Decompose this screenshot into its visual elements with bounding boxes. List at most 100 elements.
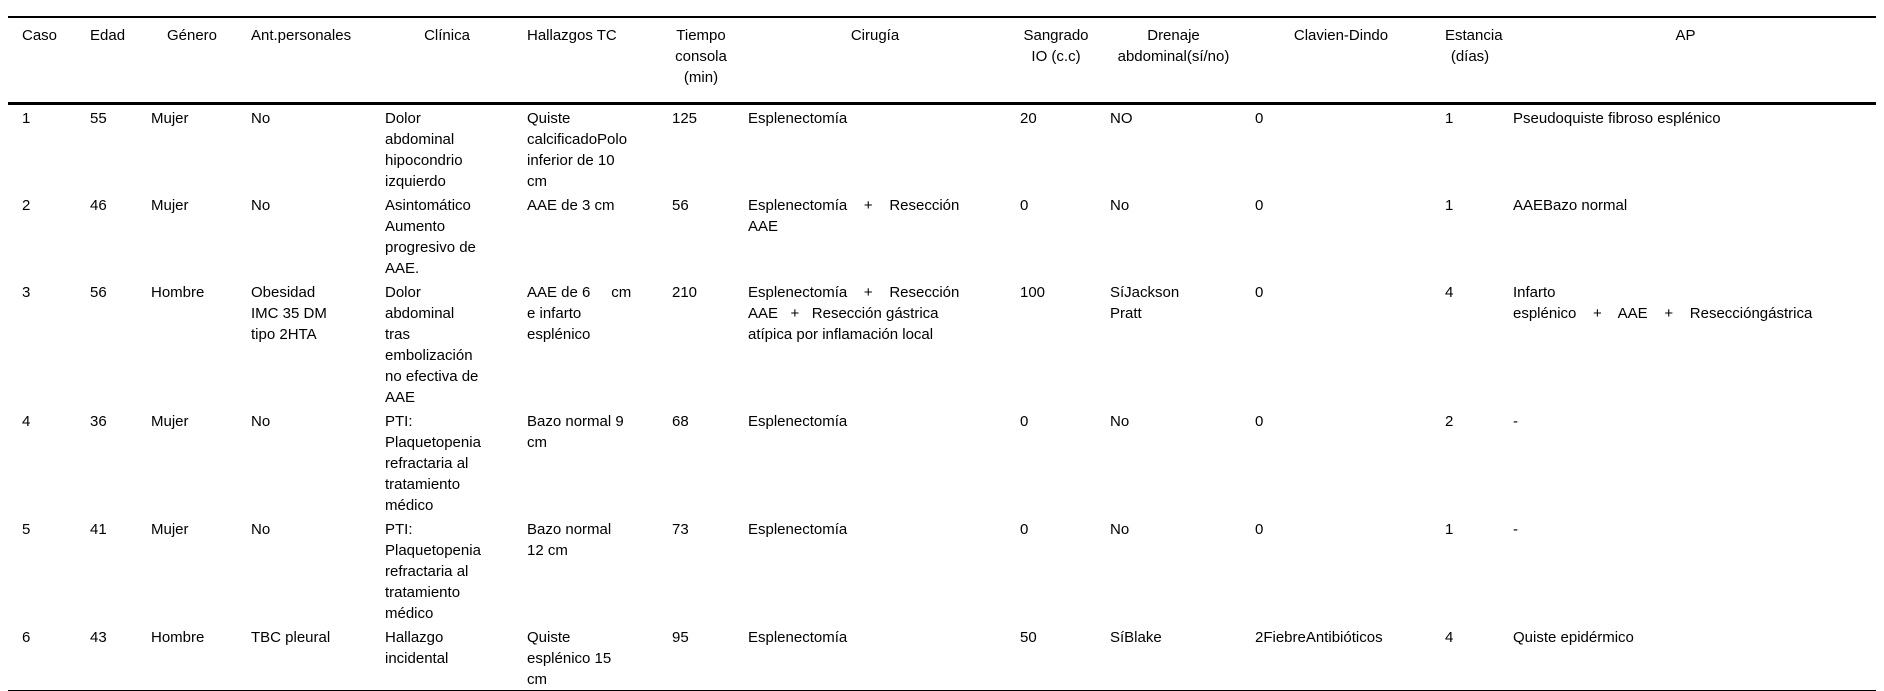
col-header-drenaje-abdominal: Drenaje abdominal(sí/no) xyxy=(1117,27,1230,65)
cell-ap: Infarto esplénico + AAE + Reseccióngástr… xyxy=(1513,284,1813,322)
cell-hallazgos-tc: Quiste esplénico 15 cm xyxy=(527,629,612,688)
cell-sangrado-io: 0 xyxy=(1020,197,1029,214)
cell-drenaje-abdominal: No xyxy=(1110,521,1130,538)
cell-sangrado-io: 0 xyxy=(1020,521,1029,538)
table-row: 2 46 Mujer No Asintomático Aumento progr… xyxy=(8,192,1876,279)
cell-drenaje-abdominal: NO xyxy=(1110,110,1133,127)
cell-edad: 43 xyxy=(90,629,107,646)
cell-genero: Hombre xyxy=(151,284,205,301)
cell-clavien-dindo: 0 xyxy=(1255,284,1264,301)
col-header-hallazgos-tc: Hallazgos TC xyxy=(527,27,617,44)
cell-clavien-dindo: 0 xyxy=(1255,197,1264,214)
cell-ant-personales: No xyxy=(251,197,271,214)
cell-ap: Quiste epidérmico xyxy=(1513,629,1634,646)
cell-cirugia: Esplenectomía + Resección AAE xyxy=(748,197,960,235)
table-row: 3 56 Hombre Obesidad IMC 35 DM tipo 2HTA… xyxy=(8,279,1876,408)
cell-ap: Pseudoquiste fibroso esplénico xyxy=(1513,110,1721,127)
cell-clavien-dindo: 2FiebreAntibióticos xyxy=(1255,629,1383,646)
cell-drenaje-abdominal: SíJackson Pratt xyxy=(1110,284,1180,322)
cell-clinica: Asintomático Aumento progresivo de AAE. xyxy=(385,197,476,277)
cell-genero: Mujer xyxy=(151,197,189,214)
cell-tiempo-consola: 68 xyxy=(672,413,689,430)
cell-genero: Hombre xyxy=(151,629,205,646)
cell-hallazgos-tc: AAE de 3 cm xyxy=(527,197,615,214)
cell-estancia: 1 xyxy=(1445,110,1454,127)
table-row: 1 55 Mujer No Dolor abdominal hipocondri… xyxy=(8,104,1876,193)
col-header-clavien-dindo: Clavien-Dindo xyxy=(1293,27,1389,44)
cell-estancia: 4 xyxy=(1445,284,1454,301)
cell-genero: Mujer xyxy=(151,521,189,538)
cell-ap: - xyxy=(1513,413,1518,430)
cell-tiempo-consola: 95 xyxy=(672,629,689,646)
col-header-cirugia: Cirugía xyxy=(850,27,900,44)
cell-cirugia: Esplenectomía xyxy=(748,521,848,538)
cell-ant-personales: No xyxy=(251,413,271,430)
cell-hallazgos-tc: AAE de 6 cm e infarto esplénico xyxy=(527,284,632,343)
cell-edad: 36 xyxy=(90,413,107,430)
cell-sangrado-io: 0 xyxy=(1020,413,1029,430)
cell-edad: 56 xyxy=(90,284,107,301)
col-header-ant-personales: Ant.personales xyxy=(251,27,352,44)
cell-caso: 5 xyxy=(22,521,31,538)
cell-ant-personales: TBC pleural xyxy=(251,629,331,646)
table-row: 5 41 Mujer No PTI: Plaquetopenia refract… xyxy=(8,516,1876,624)
cell-tiempo-consola: 56 xyxy=(672,197,689,214)
cell-sangrado-io: 50 xyxy=(1020,629,1037,646)
cell-estancia: 1 xyxy=(1445,521,1454,538)
col-header-genero: Género xyxy=(166,27,218,44)
cell-genero: Mujer xyxy=(151,110,189,127)
cell-caso: 4 xyxy=(22,413,31,430)
cell-caso: 1 xyxy=(22,110,31,127)
cell-tiempo-consola: 73 xyxy=(672,521,689,538)
cell-clavien-dindo: 0 xyxy=(1255,110,1264,127)
table-row: 4 36 Mujer No PTI: Plaquetopenia refract… xyxy=(8,408,1876,516)
cell-ap: - xyxy=(1513,521,1518,538)
cell-hallazgos-tc: Bazo normal 9 cm xyxy=(527,413,624,451)
cell-clavien-dindo: 0 xyxy=(1255,521,1264,538)
col-header-tiempo-consola: Tiempo consola (min) xyxy=(675,27,727,86)
col-header-clinica: Clínica xyxy=(424,27,470,44)
cell-tiempo-consola: 210 xyxy=(672,284,698,301)
col-header-sangrado-io: Sangrado IO (c.c) xyxy=(1023,27,1089,65)
cell-ant-personales: Obesidad IMC 35 DM tipo 2HTA xyxy=(251,284,327,343)
cell-sangrado-io: 20 xyxy=(1020,110,1037,127)
cell-edad: 55 xyxy=(90,110,107,127)
cell-edad: 46 xyxy=(90,197,107,214)
cell-cirugia: Esplenectomía xyxy=(748,110,848,127)
cell-hallazgos-tc: Bazo normal 12 cm xyxy=(527,521,612,559)
cell-sangrado-io: 100 xyxy=(1020,284,1046,301)
cell-clinica: Dolor abdominal hipocondrio izquierdo xyxy=(385,110,463,190)
col-header-caso: Caso xyxy=(22,27,58,44)
cell-ap: AAEBazo normal xyxy=(1513,197,1628,214)
clinical-cases-table: Caso Edad Género Ant.personales Clínica … xyxy=(8,16,1876,691)
cell-ant-personales: No xyxy=(251,521,271,538)
cell-clavien-dindo: 0 xyxy=(1255,413,1264,430)
col-header-estancia: Estancia (días) xyxy=(1445,27,1503,65)
cell-ant-personales: No xyxy=(251,110,271,127)
cell-clinica: Dolor abdominal tras embolización no efe… xyxy=(385,284,479,406)
cell-clinica: PTI: Plaquetopenia refractaria al tratam… xyxy=(385,413,481,514)
cell-cirugia: Esplenectomía xyxy=(748,413,848,430)
table-row: 6 43 Hombre TBC pleural Hallazgo inciden… xyxy=(8,624,1876,691)
cell-clinica: Hallazgo incidental xyxy=(385,629,449,667)
cell-caso: 3 xyxy=(22,284,31,301)
cell-drenaje-abdominal: No xyxy=(1110,197,1130,214)
cell-estancia: 2 xyxy=(1445,413,1454,430)
cell-estancia: 1 xyxy=(1445,197,1454,214)
cell-caso: 6 xyxy=(22,629,31,646)
col-header-ap: AP xyxy=(1675,27,1696,44)
cell-clinica: PTI: Plaquetopenia refractaria al tratam… xyxy=(385,521,481,622)
cell-cirugia: Esplenectomía xyxy=(748,629,848,646)
cell-estancia: 4 xyxy=(1445,629,1454,646)
cell-tiempo-consola: 125 xyxy=(672,110,698,127)
cell-hallazgos-tc: Quiste calcificadoPolo inferior de 10 cm xyxy=(527,110,628,190)
cell-edad: 41 xyxy=(90,521,107,538)
cell-genero: Mujer xyxy=(151,413,189,430)
col-header-edad: Edad xyxy=(90,27,126,44)
cell-cirugia: Esplenectomía + Resección AAE + Resecció… xyxy=(748,284,960,343)
cell-drenaje-abdominal: No xyxy=(1110,413,1130,430)
header-row: Caso Edad Género Ant.personales Clínica … xyxy=(8,17,1876,104)
cell-drenaje-abdominal: SíBlake xyxy=(1110,629,1162,646)
cell-caso: 2 xyxy=(22,197,31,214)
